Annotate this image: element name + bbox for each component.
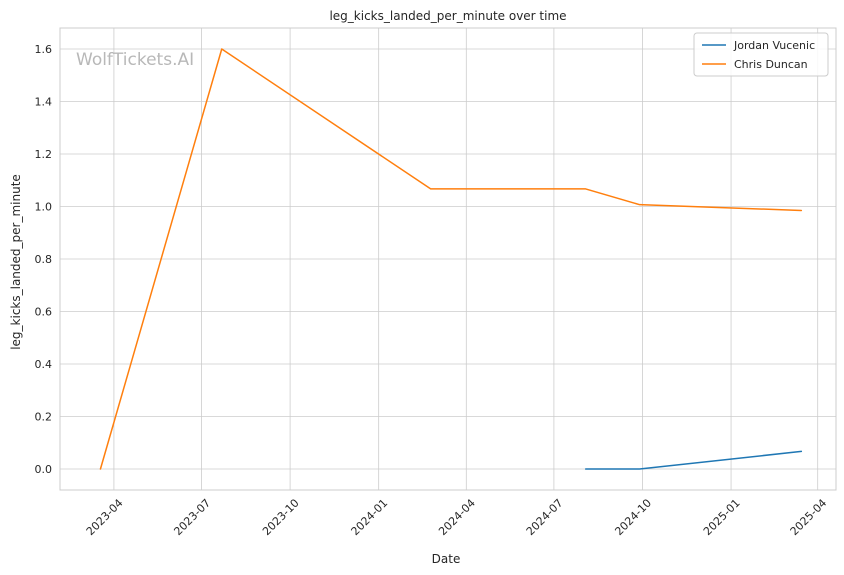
y-tick-label: 0.0 (35, 463, 53, 476)
legend-box (693, 32, 829, 77)
y-tick-label: 0.6 (35, 306, 53, 319)
legend: Jordan Vucenic Chris Duncan (693, 32, 829, 77)
series-lines (99, 48, 803, 470)
y-tick-label: 0.8 (35, 253, 53, 266)
chart-title: leg_kicks_landed_per_minute over time (329, 9, 566, 23)
y-tick-label: 1.4 (35, 96, 53, 109)
y-tick-label: 0.4 (35, 358, 53, 371)
grid (60, 28, 836, 490)
x-axis-label: Date (432, 552, 461, 566)
y-tick-label: 1.2 (35, 148, 53, 161)
y-tick-label: 0.2 (35, 411, 53, 424)
legend-label-chris-duncan: Chris Duncan (734, 58, 808, 71)
series-line-chris-duncan (99, 48, 803, 470)
watermark-text: WolfTickets.AI (76, 50, 194, 70)
y-tick-label: 1.6 (35, 43, 53, 56)
y-tick-labels: 0.0 0.2 0.4 0.6 0.8 1.0 1.2 1.4 1.6 (35, 43, 53, 476)
legend-label-jordan-vucenic: Jordan Vucenic (733, 39, 815, 52)
series-line-jordan-vucenic (584, 450, 803, 470)
y-tick-label: 1.0 (35, 201, 53, 214)
y-axis-label: leg_kicks_landed_per_minute (9, 174, 23, 350)
plot-frame (59, 27, 837, 491)
